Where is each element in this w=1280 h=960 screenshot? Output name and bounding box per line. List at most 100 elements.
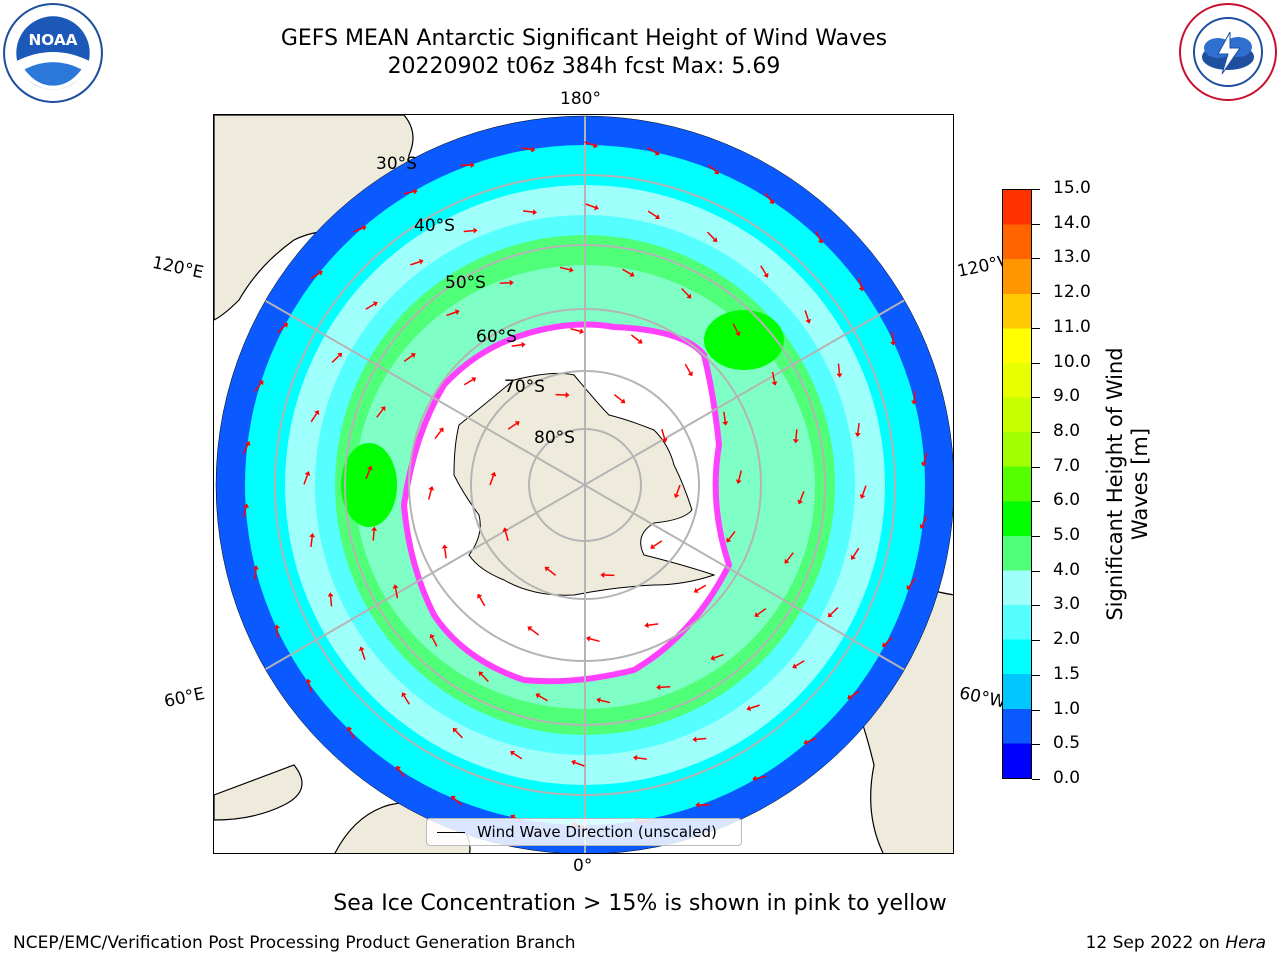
wind-wave-arrow-shaft xyxy=(403,354,413,362)
colorbar-tick-mark xyxy=(1032,501,1040,503)
wind-wave-arrow-shaft xyxy=(394,588,399,599)
footer-credit: NCEP/EMC/Verification Post Processing Pr… xyxy=(13,933,576,953)
wind-wave-arrow-shaft xyxy=(589,638,600,643)
wind-wave-arrow-shaft xyxy=(647,210,657,218)
lat-label-60s: 60°S xyxy=(476,327,517,347)
wind-wave-arrow-head xyxy=(477,593,483,599)
wind-wave-arrow-shaft xyxy=(303,474,309,485)
wind-wave-arrow-head xyxy=(695,801,700,808)
wind-wave-arrow-shaft xyxy=(372,530,375,541)
wind-wave-arrow-head xyxy=(509,279,514,286)
wind-wave-arrow-head xyxy=(712,237,718,243)
wind-wave-arrow-shaft xyxy=(786,552,794,562)
wind-wave-arrow-head xyxy=(314,410,320,416)
wind-wave-arrow-shaft xyxy=(365,469,371,479)
graticule xyxy=(216,116,953,853)
wind-wave-arrow-shaft xyxy=(755,775,767,780)
noaa-logo-text: NOAA xyxy=(28,31,77,49)
wind-wave-arrow-shaft xyxy=(749,704,760,709)
wind-wave-arrow-head xyxy=(792,663,798,669)
lat-label-80s: 80°S xyxy=(534,428,575,448)
wind-wave-arrow-shaft xyxy=(585,203,596,209)
wind-wave-arrow-shaft xyxy=(771,371,776,382)
wind-wave-arrow-shaft xyxy=(403,190,415,195)
wind-wave-arrow-head xyxy=(441,544,448,549)
wind-wave-arrow-shaft xyxy=(559,266,570,271)
wind-wave-arrow-head xyxy=(792,439,799,444)
wind-wave-arrow-head xyxy=(569,266,574,273)
colorbar-tick-label: 14.0 xyxy=(1053,212,1091,233)
colorbar-tick-mark xyxy=(1032,327,1040,329)
colorbar xyxy=(1002,189,1032,779)
wind-wave-arrow-shaft xyxy=(242,507,247,518)
legend-line-swatch xyxy=(437,832,465,834)
colorbar-tick-label: 9.0 xyxy=(1053,386,1081,407)
wind-wave-arrow-shaft xyxy=(613,394,623,402)
wind-wave-arrow-shaft xyxy=(923,452,928,463)
colorbar-tick-mark xyxy=(1032,570,1040,572)
wind-wave-arrow-head xyxy=(565,392,570,399)
wind-wave-arrow-head xyxy=(921,461,927,467)
wind-wave-arrow-head xyxy=(473,227,478,234)
wind-wave-arrow-shaft xyxy=(857,423,860,434)
wind-wave-arrow-shaft xyxy=(837,363,841,374)
wind-wave-arrow-head xyxy=(784,558,790,564)
wind-wave-arrow-shaft xyxy=(547,568,557,576)
sea-ice-caption: Sea Ice Concentration > 15% is shown in … xyxy=(333,891,947,916)
wind-wave-arrow-shaft xyxy=(861,485,867,496)
latitude-labels: 30°S 40°S 50°S 60°S 70°S 80°S xyxy=(376,154,575,448)
colorbar-tick-label: 7.0 xyxy=(1053,455,1081,476)
wind-wave-arrow-head xyxy=(579,328,585,335)
wind-wave-arrow-head xyxy=(392,584,399,589)
wind-wave-arrow-shaft xyxy=(403,695,410,705)
wind-wave-arrow-shaft xyxy=(675,484,681,495)
wind-wave-arrow-shaft xyxy=(353,227,364,233)
wind-wave-arrow-shaft xyxy=(653,540,663,548)
wind-wave-arrow-head xyxy=(372,301,378,307)
wind-wave-arrow-shaft xyxy=(365,303,375,310)
wind-wave-arrow-shaft xyxy=(511,344,522,347)
wind-wave-arrow-shaft xyxy=(723,411,726,422)
wind-wave-arrow-shaft xyxy=(728,530,736,540)
colorbar-tick-label: 2.0 xyxy=(1053,629,1081,650)
wind-wave-arrow-shaft xyxy=(254,382,262,392)
wind-wave-arrow-shaft xyxy=(757,608,767,616)
wind-wave-arrow-shaft xyxy=(647,147,657,154)
wind-wave-arrow-head xyxy=(535,693,541,699)
wind-wave-arrow-head xyxy=(367,465,373,471)
wave-max-patch-west xyxy=(341,443,397,527)
wind-wave-arrow-shaft xyxy=(446,311,457,317)
colorbar-tick-label: 6.0 xyxy=(1053,490,1081,511)
wind-wave-arrow-shaft xyxy=(523,210,534,213)
colorbar-tick-label: 10.0 xyxy=(1053,351,1091,372)
wind-wave-arrow-shaft xyxy=(331,354,340,364)
footer-host: Hera xyxy=(1225,933,1266,953)
colorbar-tick-label: 15.0 xyxy=(1053,178,1091,198)
colorbar-tick-label: 0.0 xyxy=(1053,768,1081,788)
wind-wave-arrow-head xyxy=(337,352,343,358)
wind-wave-arrow-shaft xyxy=(454,730,464,739)
wind-wave-arrow-head xyxy=(600,571,605,578)
wind-wave-arrow-shaft xyxy=(696,584,707,591)
wind-wave-arrow-head xyxy=(726,537,732,543)
meridian-120e-60w xyxy=(216,270,953,700)
wind-wave-arrow-shaft xyxy=(815,230,822,241)
wind-wave-arrow-head xyxy=(693,587,699,593)
wind-wave-arrow-head xyxy=(510,750,516,756)
wind-wave-arrow-shaft xyxy=(806,737,817,743)
wind-wave-arrow-shaft xyxy=(852,547,860,557)
wind-wave-arrow-head xyxy=(428,485,435,491)
colorbar-tick-label: 0.5 xyxy=(1053,733,1081,754)
wind-wave-arrow-shaft xyxy=(795,660,805,667)
wind-wave-arrow-head xyxy=(911,400,918,405)
wind-wave-arrow-shaft xyxy=(684,363,691,374)
wind-wave-arrow-head xyxy=(654,150,660,156)
wind-wave-arrow-head xyxy=(629,271,635,277)
colorbar-tick-label: 13.0 xyxy=(1053,247,1091,268)
wind-wave-arrow-head xyxy=(571,759,576,766)
nws-logo xyxy=(1179,3,1277,101)
wind-wave-arrow-head xyxy=(620,398,626,404)
wind-wave-arrow-head xyxy=(746,705,752,712)
wind-wave-arrow-shaft xyxy=(530,628,540,636)
wind-wave-arrow-head xyxy=(592,142,598,149)
